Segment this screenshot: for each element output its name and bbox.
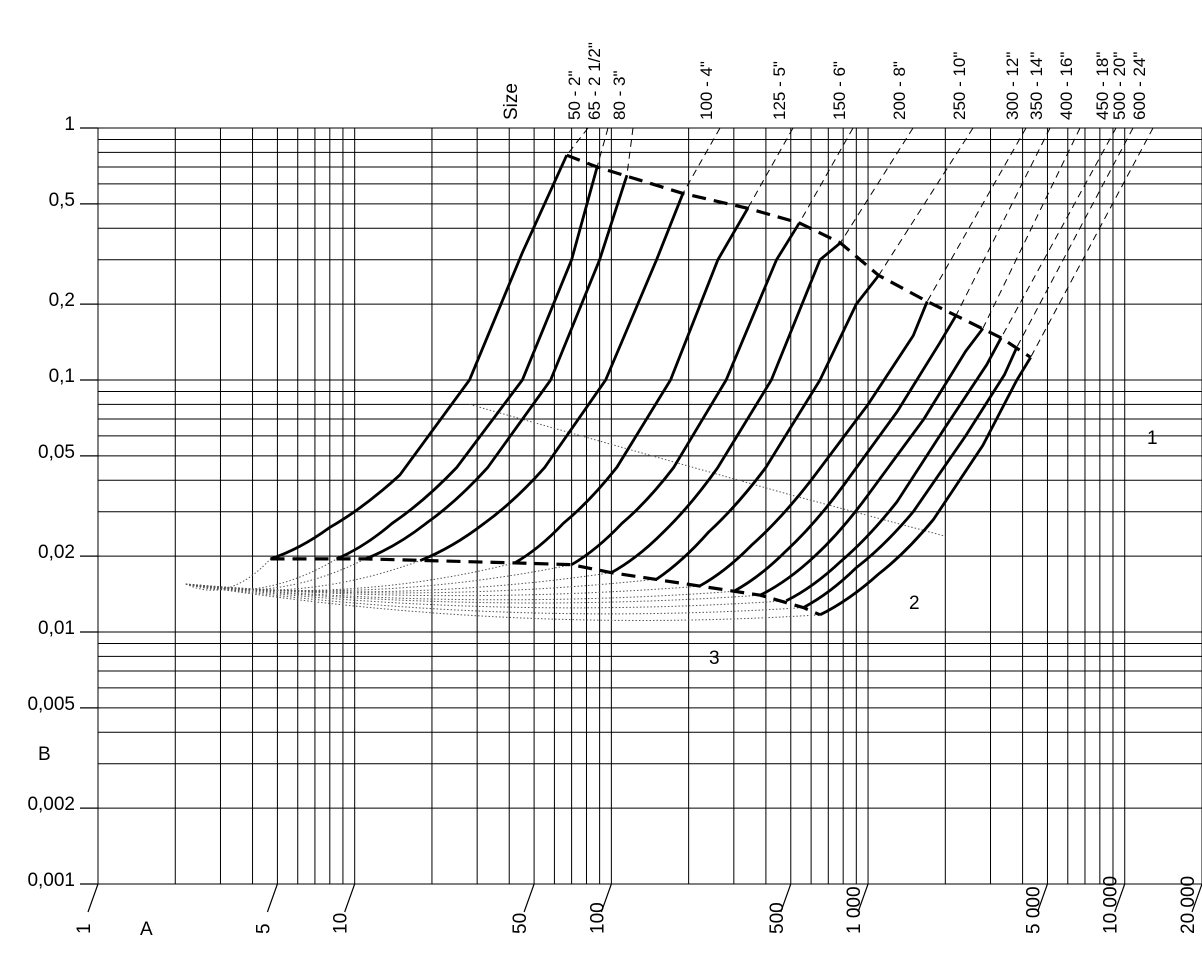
size-label: 300 - 12"	[1003, 52, 1022, 120]
x-tick-label: 50	[510, 913, 531, 934]
size-label: 65 - 2 1/2"	[585, 42, 604, 120]
x-tick-label: 5	[253, 923, 274, 934]
dotted-curve	[185, 583, 761, 604]
x-tick-label: 5 000	[1023, 886, 1044, 934]
y-tick-label: 0,05	[38, 442, 75, 463]
size-label: 125 - 5"	[770, 61, 789, 120]
y-tick-label: 0,005	[27, 694, 75, 715]
dotted-curve	[185, 572, 612, 593]
size-label: 150 - 6"	[830, 61, 849, 120]
size-curve	[364, 174, 629, 561]
size-curve	[733, 314, 958, 593]
size-guide-line	[596, 127, 609, 168]
size-guide-line	[747, 127, 794, 209]
dotted-curve	[185, 560, 421, 591]
size-label: 80 - 3"	[610, 70, 629, 120]
size-guide-line	[878, 127, 974, 276]
x-tick-mark	[266, 883, 278, 913]
size-curve	[570, 222, 801, 566]
dotted-upper-curve	[469, 403, 946, 537]
y-tick-label: 0,01	[38, 618, 75, 639]
y-tick-label: 0,001	[27, 870, 75, 891]
x-tick-mark	[523, 883, 535, 913]
size-curve	[698, 300, 929, 588]
size-curve	[419, 192, 685, 562]
dotted-curves	[185, 403, 946, 621]
size-guide-line	[1016, 127, 1134, 348]
dotted-curve	[185, 583, 787, 609]
dotted-curve	[185, 583, 821, 621]
size-label: 450 - 18"	[1093, 52, 1112, 120]
size-guide-line	[982, 127, 1081, 329]
x-tick-label: 100	[587, 902, 608, 934]
x-tick-mark	[600, 883, 612, 913]
lower-boundary-line	[270, 557, 821, 617]
upper-boundary-line	[566, 153, 1032, 359]
size-guide-lines: 50 - 2" 65 - 2 1/2" 80 - 3" 100 - 4" 125 - 5…	[565, 42, 1154, 358]
size-guide-line	[566, 127, 589, 156]
y-tick-label: 0,02	[38, 542, 75, 563]
region-label-1: 1	[1147, 428, 1158, 449]
x-tick-mark	[857, 883, 869, 913]
size-header: Size	[501, 83, 522, 120]
size-label: 100 - 4"	[697, 61, 716, 120]
x-tick-label: 20 000	[1178, 876, 1199, 934]
size-label: 250 - 10"	[950, 52, 969, 120]
size-guide-line	[1030, 127, 1154, 358]
x-tick-label: 1 000	[844, 886, 865, 934]
x-tick-mark	[780, 883, 792, 913]
dotted-curve	[185, 564, 572, 592]
y-tick-label: 0,002	[27, 794, 75, 815]
dotted-curve	[185, 583, 804, 615]
size-label: 500 - 20"	[1110, 52, 1129, 120]
size-label: 50 - 2"	[565, 70, 584, 120]
size-curve	[655, 274, 880, 581]
size-curve	[785, 337, 1003, 603]
x-tick-label: 1	[74, 923, 95, 934]
size-label: 600 - 24"	[1130, 52, 1149, 120]
x-tick-mark	[87, 883, 99, 913]
x-tick-mark	[1114, 883, 1126, 913]
dotted-curve	[185, 583, 734, 601]
size-guide-line	[798, 127, 854, 224]
size-guide-line	[682, 127, 721, 194]
size-label: 200 - 8"	[890, 61, 909, 120]
x-tick-mark	[1191, 883, 1202, 913]
x-tick-label: 500	[767, 902, 788, 934]
size-label: 400 - 16"	[1057, 52, 1076, 120]
size-curve	[336, 166, 599, 561]
size-curve	[802, 346, 1019, 609]
size-curve	[513, 207, 749, 565]
x-tick-label: 10	[331, 913, 352, 934]
x-tick-mark	[344, 883, 356, 913]
y-tick-label: 0,5	[49, 190, 75, 211]
y-axis-label: B	[38, 744, 51, 765]
size-curve	[819, 356, 1032, 617]
size-guide-line	[626, 127, 634, 176]
dotted-curve	[185, 583, 700, 597]
size-guide-line	[1000, 127, 1117, 339]
y-tick-label: 1	[64, 114, 75, 135]
size-curve	[270, 154, 568, 561]
region-label-3: 3	[709, 648, 720, 669]
y-tick-label: 0,2	[49, 290, 75, 311]
boundary-lines	[270, 153, 1032, 617]
size-guide-line	[839, 127, 914, 244]
x-tick-mark	[1036, 883, 1049, 913]
axis-labels: A B Size 1 2 3 1 5 10 50 100 500 1 000 5 000 10 …	[27, 83, 1202, 940]
y-tick-label: 0,1	[49, 366, 75, 387]
region-label-2: 2	[909, 593, 920, 614]
size-guide-line	[926, 127, 1027, 302]
x-tick-label: 10 000	[1101, 876, 1122, 934]
size-curve	[759, 327, 984, 597]
size-curves	[270, 154, 1032, 617]
grid-lines	[97, 127, 1202, 885]
size-guide-line	[955, 127, 1051, 316]
x-axis-label: A	[140, 919, 153, 940]
size-label: 350 - 14"	[1027, 52, 1046, 120]
size-curve	[610, 241, 842, 574]
